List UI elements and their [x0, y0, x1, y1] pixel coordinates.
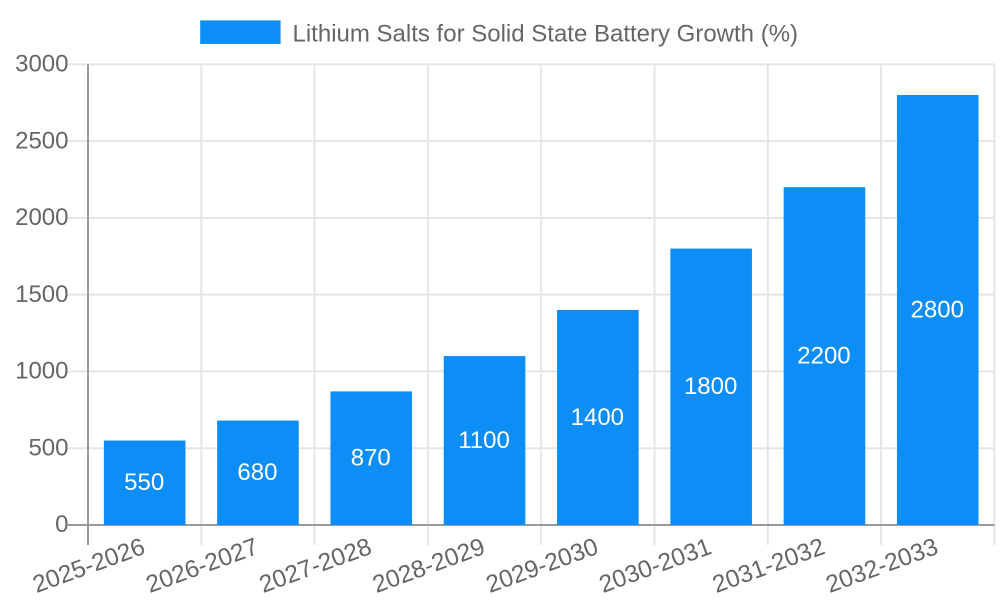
svg-text:870: 870: [351, 445, 391, 472]
svg-text:3000: 3000: [15, 51, 68, 78]
svg-text:500: 500: [28, 434, 68, 461]
svg-text:Lithium Salts for Solid State: Lithium Salts for Solid State Battery Gr…: [293, 20, 799, 47]
svg-text:2000: 2000: [15, 204, 68, 231]
svg-text:2800: 2800: [911, 296, 964, 323]
svg-text:2500: 2500: [15, 127, 68, 154]
svg-text:1500: 1500: [15, 281, 68, 308]
svg-text:1800: 1800: [684, 373, 737, 400]
svg-text:1000: 1000: [15, 358, 68, 385]
svg-text:2200: 2200: [797, 342, 850, 369]
svg-text:550: 550: [124, 469, 164, 496]
svg-text:680: 680: [237, 459, 277, 486]
svg-text:1400: 1400: [571, 404, 624, 431]
svg-text:0: 0: [55, 511, 68, 538]
svg-text:1100: 1100: [458, 427, 510, 454]
